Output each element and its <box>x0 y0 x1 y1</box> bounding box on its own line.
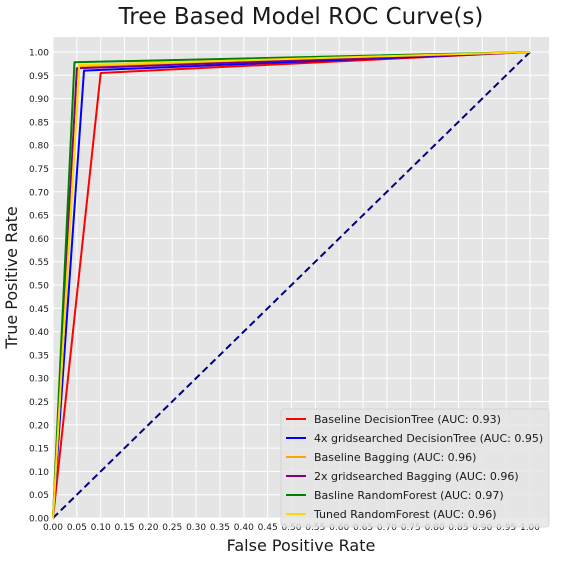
y-tick-label: 0.75 <box>29 165 49 175</box>
y-tick-label: 0.90 <box>29 95 49 105</box>
x-tick-label: 0.55 <box>305 523 325 533</box>
legend-entry-label: Basline RandomForest (AUC: 0.97) <box>314 489 504 502</box>
y-tick-label: 0.10 <box>29 468 49 478</box>
roc-line-series-5 <box>52 51 531 519</box>
x-tick-label: 1.00 <box>520 523 540 533</box>
legend-entry-label: 4x gridsearched DecisionTree (AUC: 0.95) <box>314 432 543 445</box>
roc-line-series-0 <box>52 51 531 519</box>
legend-entry-label: Baseline Bagging (AUC: 0.96) <box>314 451 476 464</box>
y-tick-label: 0.25 <box>29 398 49 408</box>
y-axis-label: True Positive Rate <box>2 206 21 350</box>
legend-entry-label: Tuned RandomForest (AUC: 0.96) <box>313 508 497 521</box>
chart-title: Tree Based Model ROC Curve(s) <box>118 4 484 30</box>
legend-entry-label: 2x gridsearched Bagging (AUC: 0.96) <box>314 470 519 483</box>
x-tick-label: 0.95 <box>496 523 516 533</box>
y-tick-label: 0.30 <box>29 375 49 385</box>
x-tick-label: 0.00 <box>43 523 63 533</box>
y-tick-label: 0.50 <box>29 282 49 292</box>
series-lines <box>52 51 531 519</box>
y-tick-label: 0.85 <box>29 118 49 128</box>
x-tick-label: 0.10 <box>91 523 111 533</box>
x-tick-label: 0.65 <box>353 523 373 533</box>
legend-entry-label: Baseline DecisionTree (AUC: 0.93) <box>314 413 501 426</box>
x-tick-label: 0.75 <box>401 523 421 533</box>
x-tick-label: 0.45 <box>258 523 278 533</box>
legend-box <box>280 408 550 528</box>
y-tick-label: 0.40 <box>29 328 49 338</box>
x-axis-label: False Positive Rate <box>227 536 376 555</box>
y-tick-label: 0.55 <box>29 258 49 268</box>
y-tick-label: 0.20 <box>29 421 49 431</box>
x-tick-label: 0.60 <box>329 523 349 533</box>
y-tick-label: 0.00 <box>29 515 49 525</box>
x-tick-label: 0.20 <box>138 523 158 533</box>
x-tick-label: 0.90 <box>472 523 492 533</box>
x-tick-label: 0.50 <box>281 523 301 533</box>
y-tick-label: 0.45 <box>29 305 49 315</box>
y-tick-labels: 0.00 0.05 0.10 0.15 0.20 0.25 0.30 0.35 0.40 0.45… <box>29 49 49 525</box>
y-tick-label: 1.00 <box>29 49 49 59</box>
x-tick-label: 0.05 <box>67 523 87 533</box>
y-tick-label: 0.05 <box>29 491 49 501</box>
x-tick-label: 0.35 <box>210 523 230 533</box>
y-tick-label: 0.95 <box>29 72 49 82</box>
x-tick-label: 0.70 <box>377 523 397 533</box>
y-tick-label: 0.60 <box>29 235 49 245</box>
x-tick-label: 0.85 <box>448 523 468 533</box>
y-tick-label: 0.80 <box>29 142 49 152</box>
chance-diagonal-line <box>52 51 531 519</box>
x-tick-label: 0.80 <box>425 523 445 533</box>
x-tick-label: 0.30 <box>186 523 206 533</box>
x-tick-label: 0.25 <box>162 523 182 533</box>
legend: Baseline DecisionTree (AUC: 0.93) 4x grid… <box>280 408 550 528</box>
x-tick-label: 0.15 <box>115 523 135 533</box>
y-tick-label: 0.70 <box>29 188 49 198</box>
x-tick-labels: 0.00 0.05 0.10 0.15 0.20 0.25 0.30 0.35 0.40 0.45… <box>43 523 540 533</box>
y-tick-label: 0.35 <box>29 351 49 361</box>
y-tick-label: 0.65 <box>29 212 49 222</box>
x-tick-label: 0.40 <box>234 523 254 533</box>
y-tick-label: 0.15 <box>29 445 49 455</box>
